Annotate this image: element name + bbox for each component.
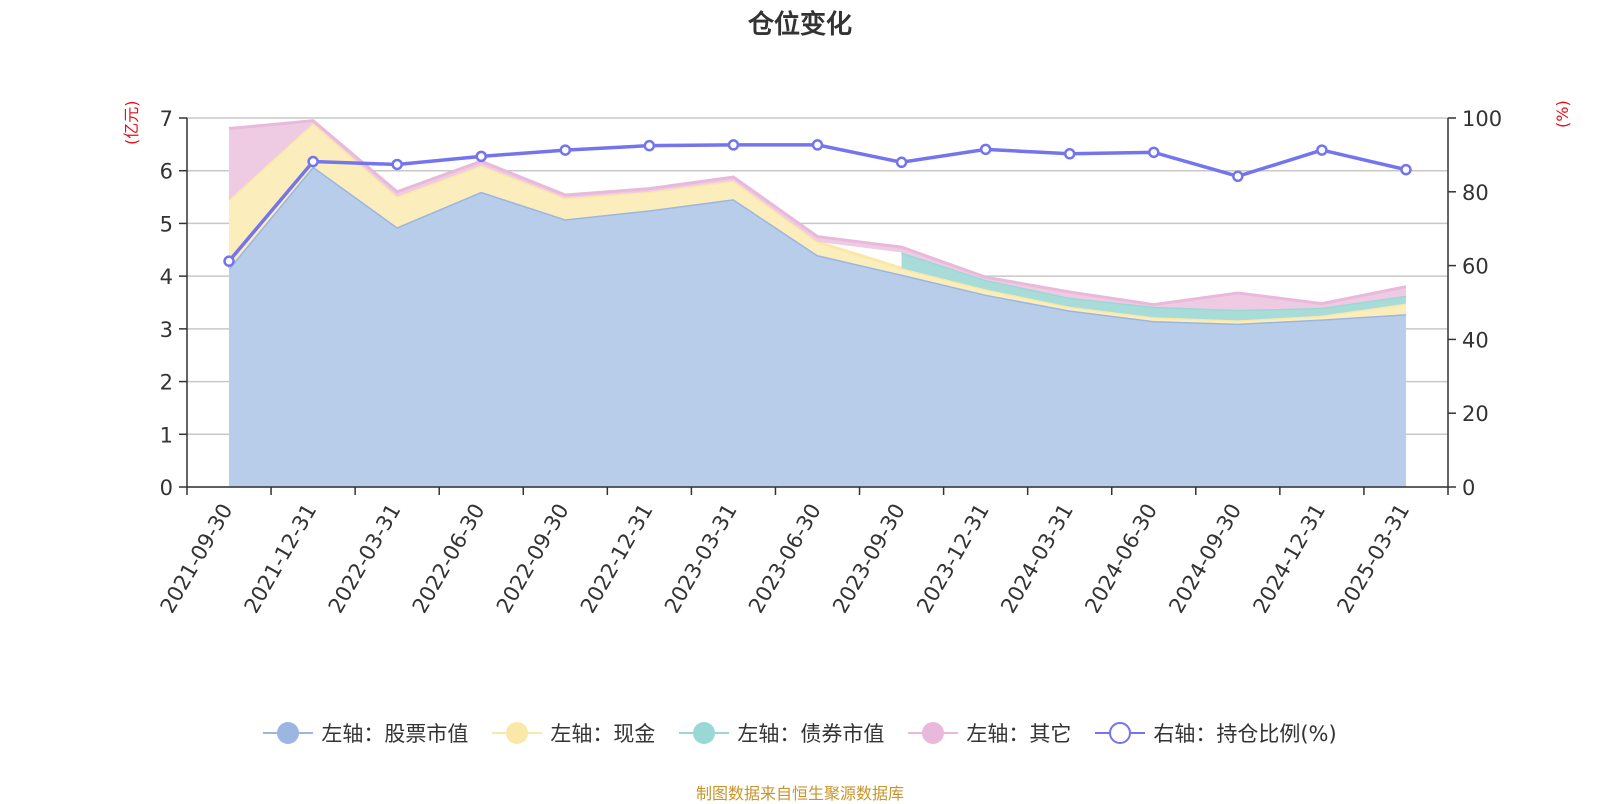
legend-marker-other <box>908 721 959 745</box>
legend-item-ratio[interactable]: 右轴：持仓比例(%) <box>1095 718 1337 748</box>
ratio-point <box>727 139 740 151</box>
ratio-point <box>979 143 992 156</box>
ratio-point <box>1316 144 1328 156</box>
left-tick-label: 3 <box>160 318 173 342</box>
right-tick-label: 20 <box>1462 402 1489 426</box>
data-source-note: 制图数据来自恒生聚源数据库 <box>695 784 904 803</box>
x-tick-label: 2024-03-31 <box>996 500 1078 618</box>
stacked-areas <box>227 119 1407 488</box>
x-tick-label: 2023-12-31 <box>912 500 994 618</box>
legend-item-cash[interactable]: 左轴：现金 <box>492 718 655 748</box>
left-tick-label: 0 <box>160 476 173 500</box>
legend-label-bond: 左轴：债券市值 <box>737 722 885 746</box>
right-tick-label: 60 <box>1462 255 1489 279</box>
legend-label-cash: 左轴：现金 <box>550 722 656 746</box>
left-tick-label: 2 <box>160 371 173 395</box>
ratio-point <box>223 255 235 267</box>
area-series-0 <box>229 166 1406 488</box>
left-tick-label: 5 <box>160 212 173 236</box>
x-tick-label: 2023-09-30 <box>828 500 910 618</box>
ratio-point <box>391 158 403 171</box>
x-tick-label: 2021-12-31 <box>240 500 322 618</box>
right-tick-label: 80 <box>1462 181 1489 205</box>
legend-item-bond[interactable]: 左轴：债券市值 <box>679 718 884 748</box>
x-tick-label: 2022-03-31 <box>324 499 406 617</box>
ratio-point <box>1148 146 1160 159</box>
ratio-point <box>1400 163 1412 176</box>
left-tick-label: 6 <box>160 160 173 184</box>
ratio-point <box>1232 170 1244 183</box>
x-tick-label: 2024-09-30 <box>1164 500 1246 618</box>
legend-marker-stock <box>263 721 314 745</box>
x-tick-label: 2022-06-30 <box>408 500 490 618</box>
legend-marker-ratio <box>1095 721 1146 745</box>
x-tick-label: 2021-09-30 <box>156 500 238 618</box>
ratio-point <box>1063 148 1076 160</box>
ratio-point <box>559 144 572 156</box>
ratio-point <box>475 150 487 163</box>
right-tick-label: 40 <box>1462 328 1489 352</box>
right-tick-label: 100 <box>1462 107 1502 131</box>
legend-label-other: 左轴：其它 <box>966 722 1072 746</box>
x-tick-label: 2022-09-30 <box>492 500 574 618</box>
ratio-point <box>643 139 656 152</box>
legend-label-ratio: 右轴：持仓比例(%) <box>1153 722 1337 746</box>
ratio-point <box>811 139 824 151</box>
ratio-line-layer <box>223 139 1412 267</box>
x-tick-label: 2024-12-31 <box>1248 500 1330 618</box>
left-tick-label: 7 <box>160 107 173 131</box>
left-tick-label: 4 <box>160 265 173 289</box>
x-tick-label: 2022-12-31 <box>576 500 658 618</box>
legend-item-other[interactable]: 左轴：其它 <box>908 718 1071 748</box>
legend-marker-bond <box>679 721 730 745</box>
legend-item-stock[interactable]: 左轴：股票市值 <box>263 718 468 748</box>
x-tick-label: 2025-03-31 <box>1332 500 1414 618</box>
ratio-point <box>895 156 908 169</box>
legend: 左轴：股票市值 左轴：现金 左轴：债券市值 左轴：其它 右轴：持仓比例(%) <box>0 718 1600 748</box>
x-tick-label: 2024-06-30 <box>1080 500 1162 618</box>
x-tick-label: 2023-06-30 <box>744 500 826 618</box>
legend-marker-cash <box>492 721 543 745</box>
ratio-point <box>307 155 319 168</box>
right-axis-unit: (%) <box>1553 100 1572 128</box>
area-top-line-3 <box>228 119 1407 307</box>
right-tick-label: 0 <box>1462 476 1475 500</box>
chart-title: 仓位变化 <box>747 10 852 40</box>
legend-label-stock: 左轴：股票市值 <box>321 722 469 746</box>
left-axis-unit: (亿元) <box>122 100 141 146</box>
left-tick-label: 1 <box>160 423 173 447</box>
x-tick-label: 2023-03-31 <box>660 500 742 618</box>
